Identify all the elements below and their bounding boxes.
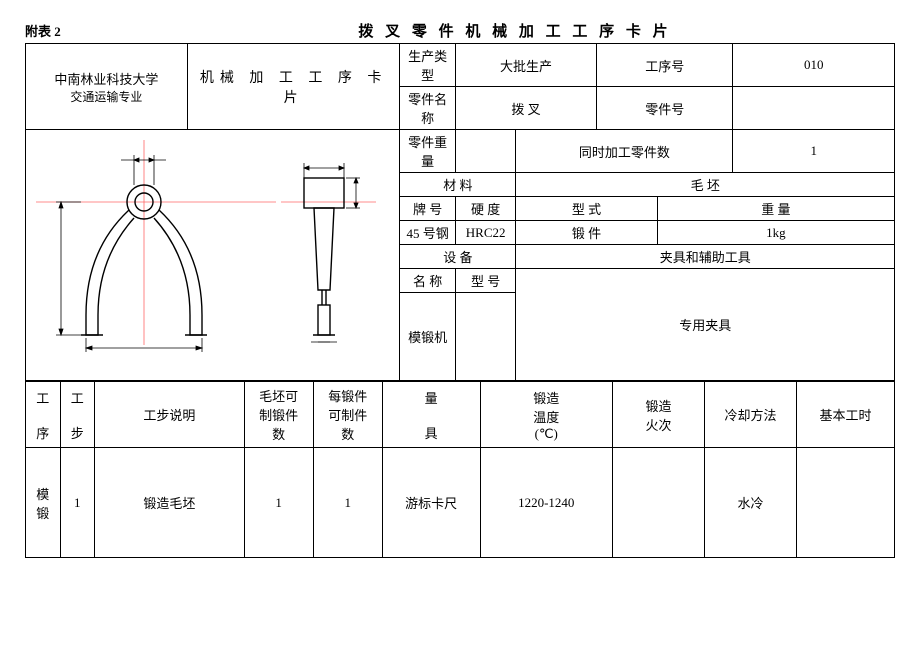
process-no-value: 010 [733, 44, 895, 87]
equipment-label: 设 备 [400, 245, 516, 269]
row-time [797, 448, 895, 558]
process-no-label: 工序号 [597, 44, 733, 87]
weight-label: 重 量 [657, 197, 894, 221]
col-step: 工 步 [60, 382, 95, 448]
university: 中南林业科技大学 [30, 69, 183, 88]
col-seq: 工 序 [26, 382, 61, 448]
fixture-label: 夹具和辅助工具 [516, 245, 895, 269]
row-gauge: 游标卡尺 [382, 448, 480, 558]
process-steps-table: 工 序 工 步 工步说明 毛坯可 制锻件 数 每锻件 可制件 数 量 具 锻造 … [25, 381, 895, 558]
drawing-cell [26, 130, 400, 381]
form-value: 锻 件 [516, 221, 657, 245]
equip-name-value: 模锻机 [400, 293, 456, 381]
equip-model-value [455, 293, 516, 381]
col-per-forging: 每锻件 可制件 数 [313, 382, 382, 448]
card-title: 机械 加 工 工 序 卡 片 [187, 44, 400, 130]
row-seq: 模 锻 [26, 448, 61, 558]
row-temp: 1220-1240 [480, 448, 612, 558]
part-no-label: 零件号 [597, 87, 733, 130]
part-drawing [26, 130, 396, 360]
col-gauge: 量 具 [382, 382, 480, 448]
simul-value: 1 [733, 130, 895, 173]
material-label: 材 料 [400, 173, 516, 197]
major: 交通运输专业 [30, 88, 183, 105]
col-time: 基本工时 [797, 382, 895, 448]
prod-type-value: 大批生产 [455, 44, 596, 87]
form-label: 型 式 [516, 197, 657, 221]
row-cooling: 水冷 [705, 448, 797, 558]
row-desc: 锻造毛坯 [95, 448, 245, 558]
simul-label: 同时加工零件数 [516, 130, 733, 173]
row-step: 1 [60, 448, 95, 558]
grade-value: 45 号钢 [400, 221, 456, 245]
row-per-forging: 1 [313, 448, 382, 558]
col-fire: 锻造 火次 [612, 382, 704, 448]
part-weight-label: 零件重量 [400, 130, 456, 173]
hardness-value: HRC22 [455, 221, 516, 245]
part-no-value [733, 87, 895, 130]
blank-label: 毛 坯 [516, 173, 895, 197]
equip-name-label: 名 称 [400, 269, 456, 293]
col-cooling: 冷却方法 [705, 382, 797, 448]
main-title: 拨 叉 零 件 机 械 加 工 工 序 卡 片 [135, 20, 895, 41]
equip-model-label: 型 号 [455, 269, 516, 293]
hardness-label: 硬 度 [455, 197, 516, 221]
fixture-value: 专用夹具 [516, 269, 895, 381]
university-cell: 中南林业科技大学 交通运输专业 [26, 44, 188, 130]
part-weight-value [455, 130, 516, 173]
prod-type-label: 生产类型 [400, 44, 456, 87]
part-name-label: 零件名称 [400, 87, 456, 130]
part-name-value: 拨 叉 [455, 87, 596, 130]
col-temp: 锻造 温度 (℃) [480, 382, 612, 448]
row-fire [612, 448, 704, 558]
col-blank-count: 毛坯可 制锻件 数 [244, 382, 313, 448]
row-blank-count: 1 [244, 448, 313, 558]
weight-value: 1kg [657, 221, 894, 245]
process-card-table: 中南林业科技大学 交通运输专业 机械 加 工 工 序 卡 片 生产类型 大批生产… [25, 43, 895, 381]
grade-label: 牌 号 [400, 197, 456, 221]
col-desc: 工步说明 [95, 382, 245, 448]
